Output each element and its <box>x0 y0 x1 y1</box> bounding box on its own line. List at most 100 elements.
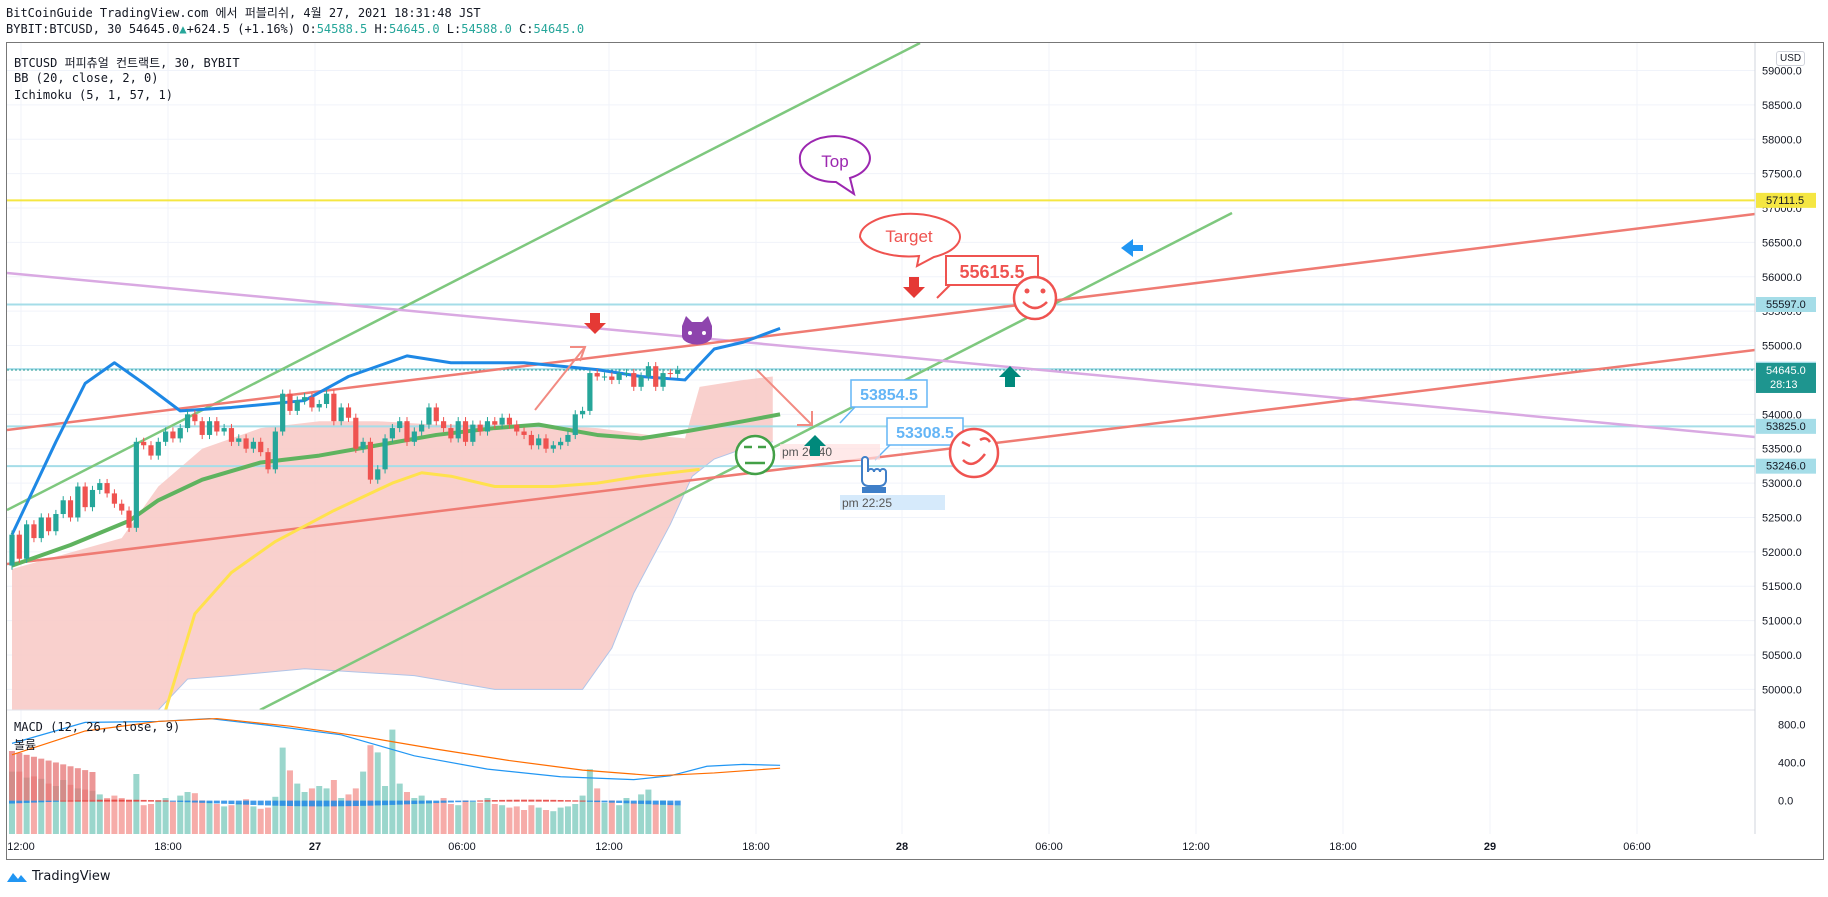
close-value: 54645.0 <box>533 22 585 36</box>
candle-body <box>97 483 103 490</box>
x-tick-label: 12:00 <box>7 841 35 853</box>
macd-histogram-bar <box>360 800 367 806</box>
candle-body <box>31 524 37 539</box>
footer[interactable]: TradingView <box>6 869 111 884</box>
price-labels: 57111.555597.054656.554645.028:1353825.0… <box>1756 192 1816 474</box>
candle-body <box>375 469 381 480</box>
macd-histogram-bar <box>38 800 45 803</box>
y-tick-label: 56500.0 <box>1762 237 1802 249</box>
candle-body <box>455 421 461 439</box>
volume-bar <box>411 798 418 834</box>
high-label: H: <box>374 22 389 36</box>
candle-body <box>411 431 417 442</box>
macd-histogram-bar <box>645 800 652 805</box>
candle-body <box>653 366 659 387</box>
volume-bar <box>564 806 571 834</box>
volume-bar <box>382 786 389 834</box>
x-tick-label: 18:00 <box>154 841 182 853</box>
ichimoku-yellow-line <box>164 467 700 710</box>
macd-histogram-bar <box>118 799 125 802</box>
macd-histogram-bar <box>140 799 147 802</box>
volume-bar <box>89 790 96 834</box>
change-value: +624.5 (+1.16%) <box>186 22 296 36</box>
volume-bar <box>638 794 645 834</box>
volume-bar <box>557 807 564 834</box>
candle-body <box>163 431 169 442</box>
volume-bar <box>477 802 484 834</box>
publish-header: BitCoinGuide TradingView.com 에서 퍼블리쉬, 4월… <box>6 6 481 20</box>
volume-bar <box>579 795 586 834</box>
macd-histogram-bar <box>169 800 176 802</box>
macd-histogram-bar <box>579 800 586 802</box>
volume-bar <box>155 800 162 834</box>
x-tick-label: 12:00 <box>1182 841 1210 853</box>
down-arrow-icon <box>903 277 925 298</box>
candle-body <box>367 441 374 480</box>
horizontal-levels <box>7 199 1755 468</box>
volume-bar <box>528 805 535 834</box>
macd-histogram-bar <box>126 799 133 802</box>
legend-macd[interactable]: MACD (12, 26, close, 9) <box>14 720 181 734</box>
macd-histogram-bar <box>499 799 506 802</box>
candle-body <box>506 417 513 425</box>
y-tick-label: 57500.0 <box>1762 169 1802 181</box>
volume-bar <box>323 788 330 834</box>
macd-histogram-bar <box>418 800 425 804</box>
macd-histogram-bar <box>308 800 315 807</box>
macd-histogram-bar <box>294 800 301 807</box>
candle-body <box>623 373 630 375</box>
macd-histogram-bar <box>330 800 337 807</box>
candle-body <box>543 438 549 449</box>
macd-histogram-bar <box>608 800 615 803</box>
volume-bar <box>630 802 637 834</box>
target-price-leader <box>936 284 951 299</box>
candle-body <box>119 503 125 511</box>
macd-histogram-bar <box>316 800 323 807</box>
volume-bar <box>542 810 549 834</box>
volume-bar <box>199 800 206 834</box>
macd-histogram-bar <box>323 800 330 807</box>
macd-histogram-bar <box>535 799 542 802</box>
macd-histogram-bar <box>455 800 462 803</box>
candle-body <box>389 428 395 439</box>
volume-bar <box>455 805 462 834</box>
price-axis: 50000.0 50500.0 51000.0 51500.0 52000.0 52500… <box>1762 66 1806 808</box>
legend-volume[interactable]: 볼륨 <box>14 738 37 752</box>
candle-body <box>82 486 88 508</box>
volume-bar <box>389 729 396 834</box>
macd-histogram-bar <box>213 800 220 804</box>
time-label-1-bg <box>780 444 880 460</box>
macd-histogram-bar <box>74 800 81 802</box>
candle-body <box>521 431 527 435</box>
macd-histogram-bar <box>352 800 359 807</box>
volume-bar <box>104 798 111 834</box>
macd-histogram-bar <box>74 768 81 801</box>
wedge-upper-line <box>7 212 1755 432</box>
volume-bar <box>484 798 491 834</box>
candle-body <box>148 445 154 456</box>
candle-body <box>616 373 622 380</box>
candle-body <box>309 397 315 408</box>
volume-bar <box>191 793 198 834</box>
candle-body <box>660 373 666 387</box>
macd-tick-label: 0.0 <box>1778 796 1793 808</box>
macd-histogram-bar <box>199 800 206 803</box>
legend-bb[interactable]: BB (20, close, 2, 0) <box>14 71 159 85</box>
volume-bar <box>433 802 440 834</box>
volume-bar <box>404 792 411 834</box>
macd-histogram-bar <box>440 800 447 803</box>
legend-ichimoku[interactable]: Ichimoku (5, 1, 57, 1) <box>14 88 173 102</box>
chart-frame[interactable] <box>6 42 1824 860</box>
currency-label[interactable]: USD <box>1776 51 1806 66</box>
high-value: 54645.0 <box>388 22 440 36</box>
signal-line <box>11 717 781 777</box>
level-tag <box>1756 418 1816 434</box>
macd-histogram-bar <box>338 800 345 807</box>
macd-histogram-bar <box>89 799 96 802</box>
candle-body <box>24 524 30 559</box>
macd-histogram-bar <box>367 800 374 806</box>
candle-body <box>141 441 147 446</box>
macd-histogram-bar <box>67 800 74 802</box>
volume-bar <box>147 804 154 834</box>
